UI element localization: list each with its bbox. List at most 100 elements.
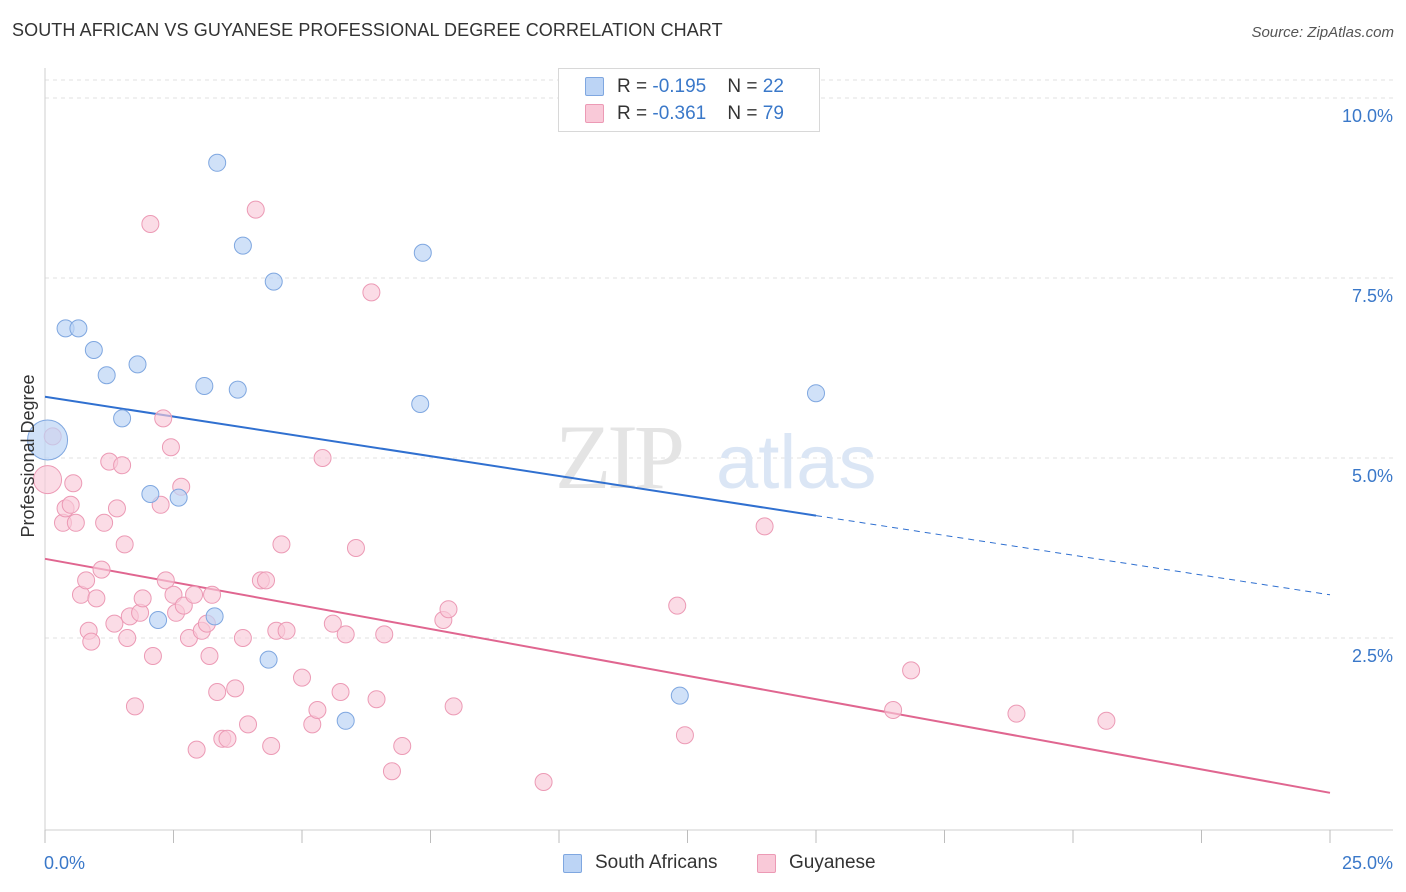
data-point-guyanese bbox=[115, 535, 134, 554]
y-tick-label: 7.5% bbox=[1352, 286, 1393, 306]
data-point-guyanese bbox=[1007, 704, 1026, 723]
data-point-guyanese bbox=[375, 625, 394, 644]
data-point-guyanese bbox=[755, 517, 774, 536]
data-point-south-africans bbox=[264, 272, 283, 291]
data-point-guyanese bbox=[382, 762, 401, 781]
watermark-atlas: atlas bbox=[716, 420, 877, 505]
data-point-guyanese bbox=[66, 513, 85, 532]
data-point-guyanese bbox=[133, 589, 152, 608]
chart-title: SOUTH AFRICAN VS GUYANESE PROFESSIONAL D… bbox=[12, 20, 723, 40]
legend-n-value: 79 bbox=[762, 103, 784, 124]
data-point-south-africans bbox=[233, 236, 252, 255]
data-point-south-africans bbox=[27, 419, 69, 461]
data-point-guyanese bbox=[161, 438, 180, 457]
data-point-south-africans bbox=[411, 395, 430, 413]
data-point-guyanese bbox=[293, 668, 311, 687]
legend-r-value: -0.195 bbox=[652, 76, 707, 97]
data-point-guyanese bbox=[87, 589, 106, 608]
watermark-zip: ZIP bbox=[555, 406, 682, 508]
data-point-guyanese bbox=[208, 683, 227, 701]
data-point-guyanese bbox=[367, 690, 386, 709]
data-point-guyanese bbox=[200, 647, 219, 665]
legend-r-label: R = bbox=[617, 76, 653, 97]
bottom-legend-label-south-africans: South Africans bbox=[595, 852, 718, 873]
data-point-south-africans bbox=[113, 409, 132, 428]
legend-r-label: R = bbox=[617, 103, 653, 124]
legend-n-value: 22 bbox=[762, 76, 784, 97]
data-point-south-africans bbox=[205, 607, 224, 626]
source-label: Source: ZipAtlas.com bbox=[1251, 24, 1394, 41]
data-point-guyanese bbox=[33, 465, 63, 495]
data-point-guyanese bbox=[331, 683, 350, 701]
data-point-guyanese bbox=[113, 456, 132, 475]
data-point-guyanese bbox=[143, 647, 162, 665]
y-tick-label: 10.0% bbox=[1342, 106, 1393, 126]
data-point-guyanese bbox=[82, 632, 101, 651]
data-point-guyanese bbox=[92, 560, 111, 579]
data-points bbox=[27, 153, 1116, 791]
bottom-legend-swatch-blue bbox=[563, 854, 582, 873]
data-point-south-africans bbox=[84, 341, 103, 359]
trend-line-south-africans-extension bbox=[815, 515, 1331, 596]
data-point-south-africans bbox=[97, 366, 116, 385]
legend-r-value: -0.361 bbox=[652, 103, 707, 124]
data-point-guyanese bbox=[257, 571, 276, 590]
data-point-guyanese bbox=[141, 215, 160, 233]
data-point-guyanese bbox=[277, 621, 296, 640]
data-point-guyanese bbox=[439, 600, 458, 619]
data-point-south-africans bbox=[259, 650, 278, 669]
data-point-guyanese bbox=[1097, 711, 1116, 730]
data-point-guyanese bbox=[218, 729, 237, 748]
data-point-guyanese bbox=[262, 737, 281, 755]
data-point-guyanese bbox=[203, 585, 222, 604]
data-point-south-africans bbox=[69, 319, 88, 338]
data-point-guyanese bbox=[444, 697, 463, 716]
y-tick-label: 5.0% bbox=[1352, 466, 1393, 486]
data-point-guyanese bbox=[308, 701, 327, 719]
data-point-guyanese bbox=[77, 571, 96, 590]
data-point-guyanese bbox=[185, 585, 204, 604]
data-point-south-africans bbox=[670, 686, 689, 705]
y-axis-label: Professional Degree bbox=[18, 374, 38, 537]
legend-n-label: N = bbox=[727, 103, 763, 124]
data-point-guyanese bbox=[239, 715, 258, 734]
data-point-guyanese bbox=[346, 539, 365, 557]
data-point-guyanese bbox=[233, 629, 252, 647]
data-point-south-africans bbox=[141, 485, 160, 503]
data-point-south-africans bbox=[336, 711, 355, 730]
tick-labels: 2.5% 5.0% 7.5% 10.0% 0.0% 25.0% bbox=[44, 106, 1393, 873]
data-point-guyanese bbox=[675, 726, 694, 745]
data-point-guyanese bbox=[107, 499, 126, 518]
data-point-south-africans bbox=[807, 384, 825, 403]
x-tick-label: 0.0% bbox=[44, 853, 85, 873]
data-point-guyanese bbox=[362, 283, 381, 302]
legend-swatch-blue bbox=[585, 77, 604, 96]
bottom-legend-swatch-pink bbox=[757, 854, 776, 873]
data-point-guyanese bbox=[884, 701, 903, 719]
watermark: ZIP atlas bbox=[555, 406, 877, 508]
y-tick-label: 2.5% bbox=[1352, 646, 1393, 666]
data-point-guyanese bbox=[323, 614, 342, 633]
data-point-guyanese bbox=[61, 495, 80, 514]
data-point-south-africans bbox=[413, 243, 432, 262]
data-point-south-africans bbox=[208, 153, 227, 172]
data-point-guyanese bbox=[105, 614, 124, 633]
data-point-south-africans bbox=[128, 355, 147, 374]
data-point-guyanese bbox=[226, 679, 245, 698]
data-point-south-africans bbox=[195, 377, 214, 395]
data-point-guyanese bbox=[156, 571, 175, 590]
bottom-legend-label-guyanese: Guyanese bbox=[789, 852, 876, 873]
data-point-guyanese bbox=[313, 449, 332, 467]
data-point-guyanese bbox=[272, 535, 291, 554]
data-point-guyanese bbox=[64, 474, 83, 493]
data-point-guyanese bbox=[336, 625, 355, 644]
legend-swatch-pink bbox=[585, 104, 604, 123]
data-point-guyanese bbox=[393, 737, 412, 755]
data-point-guyanese bbox=[187, 740, 206, 759]
data-point-guyanese bbox=[902, 661, 921, 680]
correlation-legend: R = -0.195 N = 22 R = -0.361 N = 79 bbox=[558, 68, 820, 132]
legend-n-label: N = bbox=[727, 76, 763, 97]
data-point-guyanese bbox=[125, 697, 144, 716]
data-point-guyanese bbox=[668, 596, 687, 615]
